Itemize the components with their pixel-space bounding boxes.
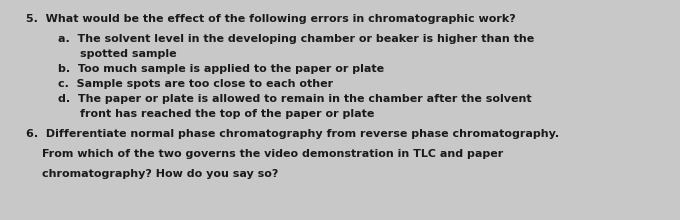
Text: d.  The paper or plate is allowed to remain in the chamber after the solvent: d. The paper or plate is allowed to rema…	[58, 94, 532, 104]
Text: c.  Sample spots are too close to each other: c. Sample spots are too close to each ot…	[58, 79, 333, 89]
Text: chromatography? How do you say so?: chromatography? How do you say so?	[42, 169, 278, 179]
Text: 6.  Differentiate normal phase chromatography from reverse phase chromatography.: 6. Differentiate normal phase chromatogr…	[26, 129, 559, 139]
Text: b.  Too much sample is applied to the paper or plate: b. Too much sample is applied to the pap…	[58, 64, 384, 74]
Text: From which of the two governs the video demonstration in TLC and paper: From which of the two governs the video …	[42, 149, 503, 159]
Text: a.  The solvent level in the developing chamber or beaker is higher than the: a. The solvent level in the developing c…	[58, 34, 534, 44]
Text: front has reached the top of the paper or plate: front has reached the top of the paper o…	[80, 109, 375, 119]
Text: spotted sample: spotted sample	[80, 49, 177, 59]
Text: 5.  What would be the effect of the following errors in chromatographic work?: 5. What would be the effect of the follo…	[26, 14, 515, 24]
